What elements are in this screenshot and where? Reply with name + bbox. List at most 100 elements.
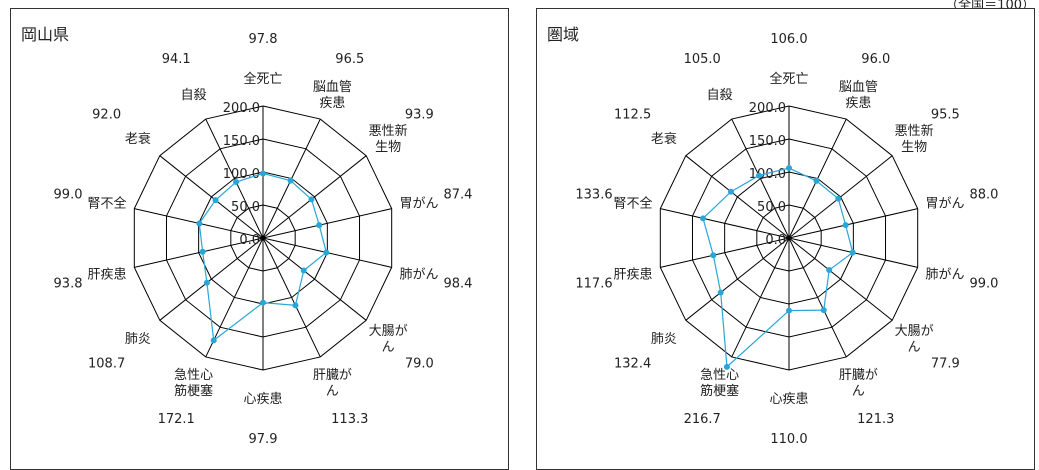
grid-spoke — [788, 237, 893, 321]
radar-chart-prefecture: 0.0 50.0 100.0 150.0 200.0 全死亡脳血管疾患悪性新生物胃がん肺が… — [54, 32, 473, 447]
data-point — [723, 363, 730, 370]
category-label: 老衰 — [651, 131, 677, 147]
value-label: 113.3 — [331, 412, 368, 427]
category-label: 肺炎 — [125, 332, 151, 347]
grid-spoke — [685, 237, 790, 321]
tick-label: 150.0 — [223, 134, 260, 149]
category-label: 全死亡 — [769, 71, 808, 87]
value-label: 92.0 — [92, 107, 121, 122]
category-label: 悪性新生物 — [895, 123, 934, 155]
tick-label: 150.0 — [749, 134, 786, 149]
tick-label: 50.0 — [231, 200, 260, 215]
data-point — [210, 337, 217, 344]
category-label: 悪性新生物 — [369, 123, 408, 155]
grid-spoke — [205, 237, 264, 358]
value-label: 87.4 — [444, 187, 473, 202]
data-point — [786, 307, 792, 314]
data-point — [849, 249, 856, 256]
value-label: 133.6 — [575, 187, 612, 202]
grid-spoke — [262, 237, 321, 358]
category-label: 肺がん — [925, 268, 964, 283]
radar-chart-region: 0.0 50.0 100.0 150.0 200.0 全死亡脳血管疾患悪性新生物胃がん肺が… — [575, 32, 999, 447]
data-point — [727, 188, 734, 195]
tick-label: 100.0 — [223, 167, 260, 182]
category-label: 肝疾患 — [614, 268, 653, 283]
grid-spoke — [205, 118, 264, 239]
value-label: 108.7 — [88, 357, 125, 372]
tick-label: 0.0 — [765, 233, 786, 248]
value-label: 105.0 — [684, 52, 721, 67]
grid-spoke — [262, 208, 392, 239]
data-point — [203, 279, 210, 286]
grid-spoke — [788, 237, 847, 358]
panel-title: 岡山県 — [21, 25, 70, 44]
value-label: 172.1 — [158, 412, 195, 427]
category-label: 脳血管疾患 — [839, 80, 878, 111]
category-label: 肝疾患 — [88, 268, 127, 283]
category-label: 急性心筋梗塞 — [700, 368, 739, 399]
category-label: 自殺 — [181, 88, 207, 103]
category-label: 腎不全 — [614, 195, 653, 211]
value-label: 216.7 — [684, 412, 721, 427]
data-point — [260, 299, 266, 306]
value-label: 99.0 — [54, 187, 83, 202]
data-point — [717, 289, 724, 296]
category-label: 肝臓がん — [313, 368, 352, 399]
value-label: 97.9 — [249, 432, 278, 447]
data-point — [212, 197, 219, 204]
panel-title: 圏域 — [547, 25, 580, 44]
value-label: 94.1 — [162, 52, 191, 67]
category-label: 腎不全 — [88, 195, 127, 211]
grid-spoke — [159, 237, 264, 321]
value-label: 112.5 — [614, 107, 651, 122]
data-point — [755, 172, 762, 179]
category-label: 肺がん — [399, 268, 438, 283]
category-label: 大腸がん — [895, 324, 934, 355]
value-label: 99.0 — [970, 277, 999, 292]
grid-spoke — [262, 237, 367, 321]
data-point — [826, 267, 833, 274]
category-label: 自殺 — [707, 88, 733, 103]
data-point — [842, 222, 849, 229]
data-point — [300, 267, 307, 274]
value-label: 117.6 — [575, 277, 612, 292]
value-label: 88.0 — [970, 187, 999, 202]
value-label: 121.3 — [857, 412, 894, 427]
grid-spoke — [262, 155, 367, 239]
data-point — [233, 179, 240, 186]
category-label: 脳血管疾患 — [313, 80, 352, 111]
tick-label: 0.0 — [239, 233, 260, 248]
value-label: 96.5 — [335, 52, 364, 67]
value-label: 106.0 — [770, 32, 807, 47]
category-label: 胃がん — [399, 196, 438, 211]
data-point — [196, 220, 203, 227]
value-label: 93.9 — [405, 107, 434, 122]
grid-spoke — [731, 118, 790, 239]
value-label: 98.4 — [444, 277, 473, 292]
category-label: 心疾患 — [769, 392, 808, 407]
region-radar-panel: 圏域 0.0 50.0 100.0 150.0 200.0 全死亡 脳血管疾患 悪性新生物 胃が… — [536, 8, 1035, 470]
prefecture-radar-panel: 岡山県 0.0 50.0 100.0 150.0 200.0 全死亡 脳血管疾患 悪性新生物胃… — [10, 8, 509, 470]
data-point — [292, 302, 299, 309]
grid-spoke — [660, 208, 790, 239]
data-point — [700, 215, 707, 222]
category-label: 胃がん — [925, 196, 964, 211]
category-label: 大腸がん — [369, 324, 408, 355]
value-label: 97.8 — [249, 32, 278, 47]
category-label: 肝臓がん — [839, 368, 878, 399]
grid-spoke — [660, 237, 790, 268]
value-label: 132.4 — [614, 357, 651, 372]
tick-label: 50.0 — [757, 200, 786, 215]
category-label: 心疾患 — [243, 392, 282, 407]
value-label: 110.0 — [770, 432, 807, 447]
grid-spoke — [788, 208, 918, 239]
grid-spoke — [731, 237, 790, 358]
data-point — [820, 307, 827, 314]
grid-spoke — [134, 237, 264, 268]
value-label: 96.0 — [861, 52, 890, 67]
tick-label: 100.0 — [749, 167, 786, 182]
data-point — [308, 196, 315, 203]
data-point — [835, 195, 842, 202]
tick-label: 200.0 — [223, 101, 260, 116]
value-label: 95.5 — [931, 107, 960, 122]
